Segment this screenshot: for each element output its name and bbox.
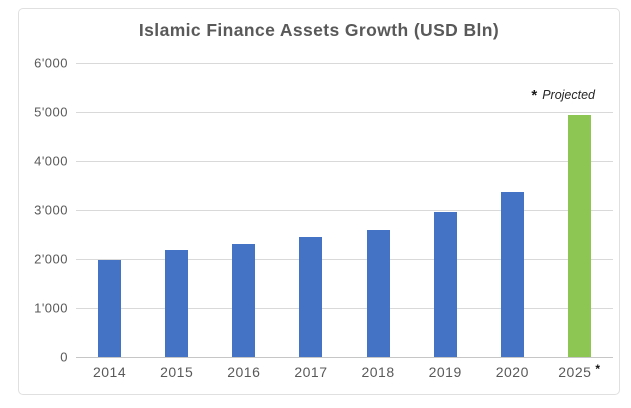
gridline-1000: 1'000: [34, 300, 613, 315]
y-tick-label-4000: 4'000: [34, 153, 68, 168]
bar-2019: [433, 211, 457, 357]
y-tick-label-3000: 3'000: [34, 202, 68, 217]
y-tick-label-2000: 2'000: [34, 251, 68, 266]
y-tick-label-0: 0: [60, 349, 68, 365]
x-tick-label-2018: 2018: [361, 364, 395, 380]
bar-2015: [165, 249, 189, 357]
gridline-5000: 5'000: [34, 104, 613, 119]
x-tick-label-2016: 2016: [227, 364, 261, 380]
gridline-4000: 4'000: [34, 153, 613, 168]
asterisk-icon: *: [531, 87, 538, 104]
gridline-2000: 2'000: [34, 251, 613, 266]
projected-annotation-label: Projected: [542, 88, 595, 102]
y-tick-label-1000: 1'000: [34, 300, 68, 315]
x-tick-label-2017: 2017: [294, 364, 328, 380]
bar-2014: [98, 260, 122, 357]
gridline-3000: 3'000: [34, 202, 613, 217]
bar-2018: [366, 230, 390, 357]
x-tick-label-2025: 2025 *: [558, 362, 601, 380]
bar-2025: [567, 114, 591, 357]
bar-2020: [500, 191, 524, 357]
x-tick-label-2014: 2014: [92, 364, 127, 380]
gridline-6000: 6'000: [34, 55, 613, 70]
chart-title: Islamic Finance Assets Growth (USD Bln): [138, 20, 500, 40]
bar-2017: [299, 236, 323, 357]
projected-marker-icon: *: [595, 362, 601, 376]
projected-annotation: * Projected: [531, 88, 595, 103]
y-tick-label-6000: 6'000: [34, 55, 68, 70]
chart-card: Islamic Finance Assets Growth (USD Bln) …: [18, 8, 620, 395]
x-tick-label-2015: 2015: [160, 364, 194, 380]
bar-2016: [232, 244, 256, 357]
plot-area: 0 1'000 2'000 3'000 4'000 5'000 6'000 2014 2015 2…: [34, 55, 613, 380]
x-tick-label-2020: 2020: [495, 364, 529, 380]
x-axis-line: 0: [60, 350, 613, 365]
x-tick-label-2019: 2019: [428, 364, 462, 380]
y-tick-label-5000: 5'000: [34, 104, 68, 119]
